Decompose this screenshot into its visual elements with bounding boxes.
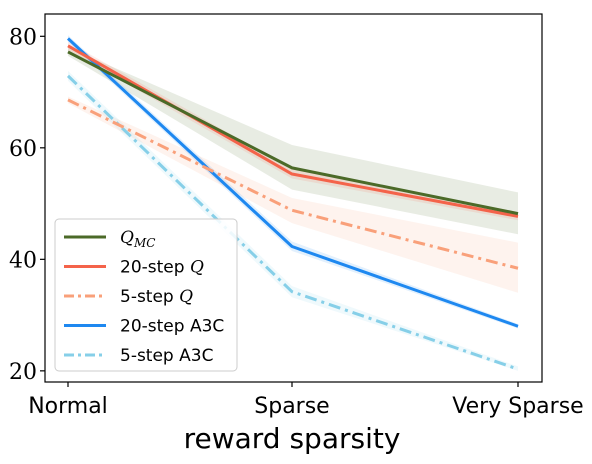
series-lines: [66, 37, 519, 371]
confidence-band-2: [68, 96, 518, 293]
series-line-0: [67, 50, 519, 216]
x-tick-label: Sparse: [254, 394, 329, 419]
confidence-bands: [68, 35, 518, 371]
legend-entry-2: 5-step Q: [120, 287, 193, 307]
legend-entry-4: 5-step A3C: [120, 346, 213, 366]
plot-frame: [44, 13, 543, 383]
series-line-1: [67, 44, 519, 218]
series-line-3: [66, 37, 519, 328]
legend-entry-0: QMC: [120, 228, 155, 250]
y-tick-label: 80: [9, 25, 37, 50]
y-tick-label: 20: [9, 360, 37, 385]
y-axis: 20 40 60 80: [9, 25, 45, 385]
y-tick-label: 60: [9, 137, 37, 162]
legend-entry-1: 20-step Q: [120, 258, 204, 278]
confidence-band-0: [68, 47, 518, 235]
y-tick-label: 40: [9, 248, 37, 273]
x-tick-label: Normal: [28, 394, 108, 419]
series-line-4: [66, 74, 519, 371]
x-axis-label: reward sparsity: [184, 422, 401, 455]
series-line-2: [67, 98, 519, 270]
legend-box: [54, 218, 238, 372]
x-tick-label: Very Sparse: [452, 394, 583, 419]
x-axis: Normal Sparse Very Sparse: [28, 382, 584, 419]
legend: QMC 20-step Q 5-step Q 20-step A3C 5-step A3…: [54, 218, 238, 372]
legend-entry-3: 20-step A3C: [120, 317, 224, 337]
